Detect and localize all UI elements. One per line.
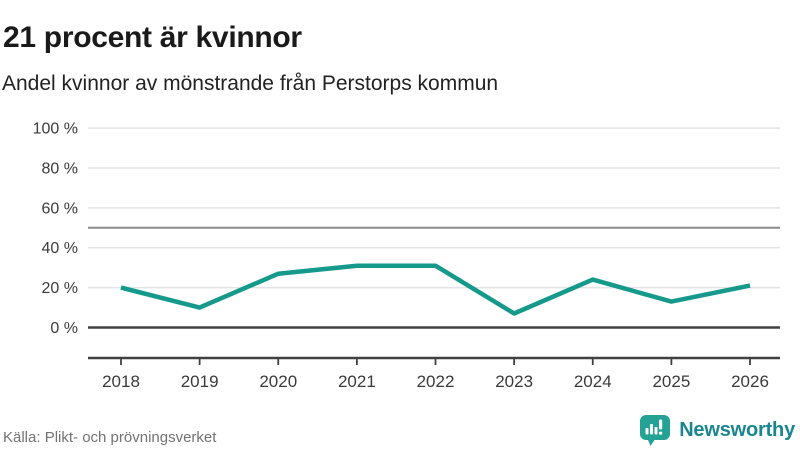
y-tick-label: 60 % <box>42 200 78 217</box>
data-line-andel-kvinnor <box>120 263 751 316</box>
y-tick-label: 0 % <box>50 320 78 337</box>
y-tick-label: 100 % <box>33 121 78 138</box>
x-tick-label: 2023 <box>495 372 533 391</box>
x-tick-label: 2019 <box>181 372 219 391</box>
x-tick-label: 2021 <box>338 372 376 391</box>
x-tick-label: 2024 <box>574 372 612 391</box>
line-chart-svg: 0 % 20 % 40 % 60 % 80 % 100 % 2018 2019 2020 2021… <box>33 121 780 391</box>
x-tick-label: 2020 <box>259 372 297 391</box>
newsworthy-logo-icon <box>640 415 671 446</box>
newsworthy-wordmark: Newsworthy <box>679 419 795 441</box>
y-axis-labels: 0 % 20 % 40 % 60 % 80 % 100 % <box>33 121 78 337</box>
x-tick-label: 2025 <box>652 372 690 391</box>
line-chart: 0 % 20 % 40 % 60 % 80 % 100 % 2018 2019 2020 2021… <box>0 108 800 400</box>
x-axis: 2018 2019 2020 2021 2022 2023 2024 2025 2026 <box>88 356 780 391</box>
x-tick-label: 2026 <box>731 372 769 391</box>
x-tick-label: 2022 <box>417 372 455 391</box>
source-note: Källa: Plikt- och prövningsverket <box>3 429 217 446</box>
y-tick-label: 20 % <box>42 280 78 297</box>
page-title: 21 procent är kvinnor <box>3 21 302 55</box>
newsworthy-logo: Newsworthy <box>638 414 795 447</box>
gridlines <box>88 127 780 329</box>
chart-subtitle: Andel kvinnor av mönstrande från Perstor… <box>2 72 499 95</box>
y-tick-label: 80 % <box>42 160 78 177</box>
y-tick-label: 40 % <box>42 240 78 257</box>
x-tick-label: 2018 <box>102 372 140 391</box>
